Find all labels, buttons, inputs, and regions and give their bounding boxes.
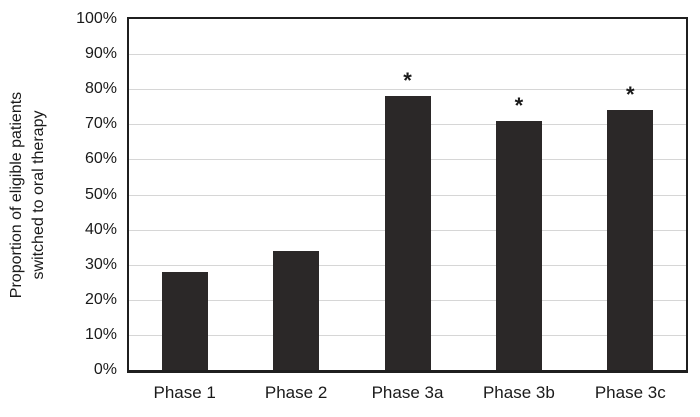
y-tick-label-0: 0% [93,361,117,378]
y-tick-label-70: 70% [84,115,117,133]
y-tick-label-90: 90% [84,45,117,63]
x-tick-label-phase-3b: Phase 3b [482,383,555,402]
y-tick-label-40: 40% [84,220,117,238]
y-axis-title: Proportion of eligible patients switched… [8,91,47,299]
gridline-90 [129,54,686,56]
significance-asterisk: * [403,68,412,94]
y-tick-label-50: 50% [84,185,117,203]
y-tick-label-20: 20% [84,290,117,308]
bar-phase-3b [495,120,542,370]
gridline-80 [129,89,686,91]
bar-phase-3c [607,110,654,370]
y-tick-label-100: 100% [76,10,117,27]
x-tick-label-phase-2: Phase 2 [264,383,328,402]
y-tick-label-30: 30% [84,255,117,273]
significance-asterisk: * [514,92,524,118]
y-tick-label-60: 60% [84,150,117,168]
x-tick-label-phase-1: Phase 1 [153,383,216,402]
y-tick-label-10: 10% [84,325,117,343]
significance-asterisk: * [626,82,635,108]
y-tick-label-80: 80% [84,80,117,98]
bar-phase-1 [161,271,208,370]
bar-phase-3a [384,96,431,370]
x-tick-label-phase-3c: Phase 3c [594,383,666,402]
plot-area: * * * [127,17,688,373]
x-tick-label-phase-3a: Phase 3a [371,383,444,402]
bar-phase-2 [273,250,320,370]
